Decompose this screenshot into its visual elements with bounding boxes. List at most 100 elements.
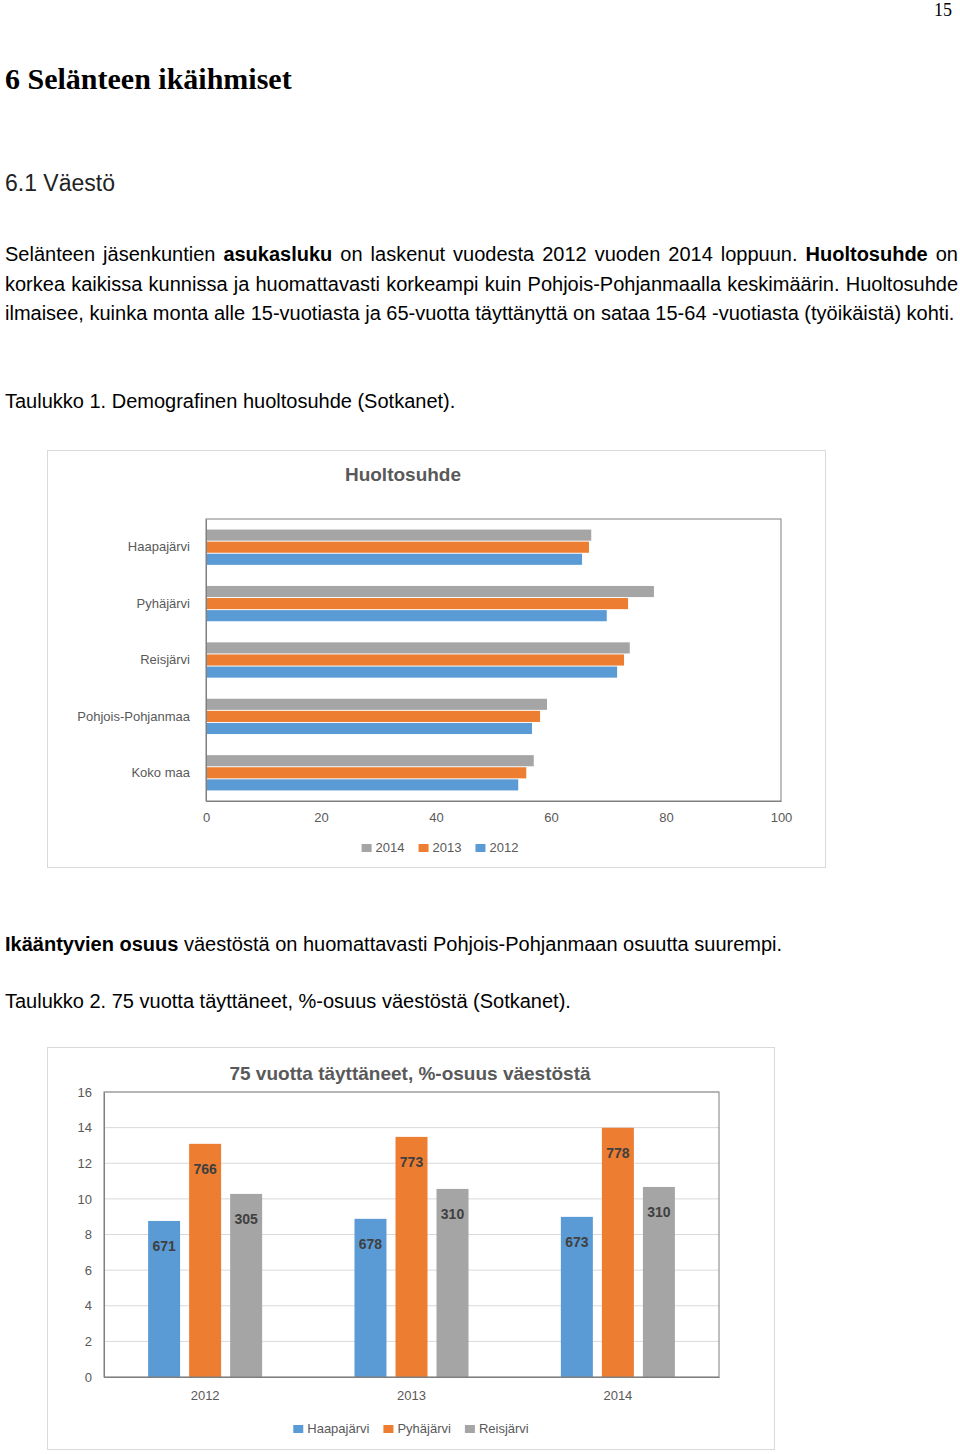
tick-label: 20 — [314, 810, 328, 825]
plot-frame — [104, 1092, 719, 1377]
tick-label: 60 — [544, 810, 558, 825]
tick: 2 — [85, 1334, 104, 1349]
tick-label: 0 — [203, 810, 210, 825]
bar — [206, 598, 628, 609]
grid — [104, 1092, 719, 1377]
bold-text: Ikääntyvien osuus — [5, 933, 178, 955]
tick: 6 — [85, 1263, 104, 1278]
bar — [206, 723, 532, 734]
legend: 201420132012 — [362, 840, 519, 855]
bar-annotation: 305 — [234, 1211, 258, 1227]
legend-item: Pyhäjärvi — [383, 1421, 451, 1436]
bar — [206, 699, 547, 710]
tick-label: Reisjärvi — [140, 652, 190, 667]
tick: Haapajärvi — [128, 539, 206, 554]
bar — [189, 1144, 221, 1377]
legend-item: Reisjärvi — [465, 1421, 529, 1436]
tick-label: 12 — [78, 1156, 92, 1171]
bar — [206, 654, 624, 665]
tick: Pohjois-Pohjanmaa — [77, 709, 206, 724]
caption: Taulukko 1. Demografinen huoltosuhde (So… — [5, 390, 455, 413]
bar-annotation: 673 — [565, 1234, 589, 1250]
bar-annotation: 671 — [152, 1238, 176, 1254]
bar — [206, 755, 534, 766]
bar-annotation: 310 — [647, 1204, 671, 1220]
tick-label: Koko maa — [131, 765, 190, 780]
axis-line — [105, 1377, 720, 1378]
page-number: 15 — [934, 0, 952, 21]
tick-label: 2 — [85, 1334, 92, 1349]
tick: 4 — [85, 1298, 104, 1313]
bar — [396, 1137, 428, 1377]
tick: 0 — [203, 801, 210, 825]
tick: 8 — [85, 1227, 104, 1242]
tick-label: Pyhäjärvi — [137, 596, 191, 611]
bar — [437, 1189, 469, 1377]
tick: 60 — [544, 801, 558, 825]
bar — [206, 642, 630, 653]
caption: Taulukko 2. 75 vuotta täyttäneet, %-osuu… — [5, 990, 571, 1013]
legend: Haapajärvi Pyhäjärvi Reisjärvi — [293, 1421, 529, 1436]
bar — [206, 554, 582, 565]
tick: 12 — [78, 1156, 104, 1171]
bar — [206, 711, 540, 722]
tick-label: 40 — [429, 810, 443, 825]
bar — [354, 1219, 386, 1377]
bar — [206, 779, 518, 790]
legend-swatch — [362, 844, 372, 852]
bar-annotation: 310 — [441, 1206, 465, 1222]
chart: Huoltosuhde020406080100HaapajärviPyhäjär… — [47, 450, 826, 868]
paragraph: Ikääntyvien osuus väestöstä on huomattav… — [5, 930, 958, 960]
legend-item: Haapajärvi — [293, 1421, 369, 1436]
bar — [602, 1128, 634, 1377]
axis-line — [207, 801, 782, 802]
bar-annotation: 773 — [400, 1154, 424, 1170]
chart-border — [48, 451, 826, 868]
value-axis: 0 20 40 60 80 100 — [203, 801, 792, 825]
bar — [206, 667, 617, 678]
legend-swatch — [465, 1425, 475, 1433]
tick-label: 6 — [85, 1263, 92, 1278]
legend-swatch — [419, 844, 429, 852]
tick-label: 2012 — [191, 1388, 220, 1403]
tick: 10 — [78, 1192, 104, 1207]
chart-border — [48, 1048, 775, 1450]
tick-label: 4 — [85, 1298, 92, 1313]
tick-label: 2013 — [397, 1388, 426, 1403]
tick: 40 — [429, 801, 443, 825]
axis-line — [206, 520, 207, 802]
category-axis: Haapajärvi Pyhäjärvi Reisjärvi Pohjois-Pohj… — [77, 520, 206, 802]
chart: 75 vuotta täyttäneet, %-osuus väestöstä 6… — [47, 1047, 775, 1450]
tick: 2013 — [397, 1377, 426, 1403]
bars — [206, 530, 654, 791]
bar — [643, 1187, 675, 1377]
chart-title: 75 vuotta täyttäneet, %-osuus väestöstä — [229, 1063, 591, 1084]
value-axis: 0 2 4 6 8 10 12 14 16 — [78, 1085, 105, 1385]
axis-line — [104, 1093, 105, 1378]
text: on laskenut vuodesta 2012 vuoden 2014 lo… — [332, 243, 805, 265]
tick-label: 0 — [85, 1370, 92, 1385]
tick: 20 — [314, 801, 328, 825]
legend-item: 2013 — [419, 840, 462, 855]
bar-annotation: 778 — [606, 1145, 630, 1161]
tick: Reisjärvi — [140, 652, 206, 667]
legend-label: 2013 — [433, 840, 462, 855]
tick: Koko maa — [131, 765, 206, 780]
tick: 80 — [659, 801, 673, 825]
legend-label: Reisjärvi — [479, 1421, 529, 1436]
legend-label: Haapajärvi — [307, 1421, 369, 1436]
bar — [206, 530, 591, 541]
tick: 100 — [771, 801, 793, 825]
bar — [206, 767, 526, 778]
legend-swatch — [293, 1425, 303, 1433]
bar-annotation: 766 — [193, 1161, 217, 1177]
legend-label: Pyhäjärvi — [397, 1421, 451, 1436]
tick-label: 16 — [78, 1085, 92, 1100]
tick: 0 — [85, 1370, 104, 1385]
tick-label: 100 — [771, 810, 793, 825]
bar-annotation: 678 — [359, 1236, 383, 1252]
bar — [206, 542, 589, 553]
tick: Pyhäjärvi — [137, 596, 206, 611]
tick-label: 80 — [659, 810, 673, 825]
tick: 14 — [78, 1120, 104, 1135]
